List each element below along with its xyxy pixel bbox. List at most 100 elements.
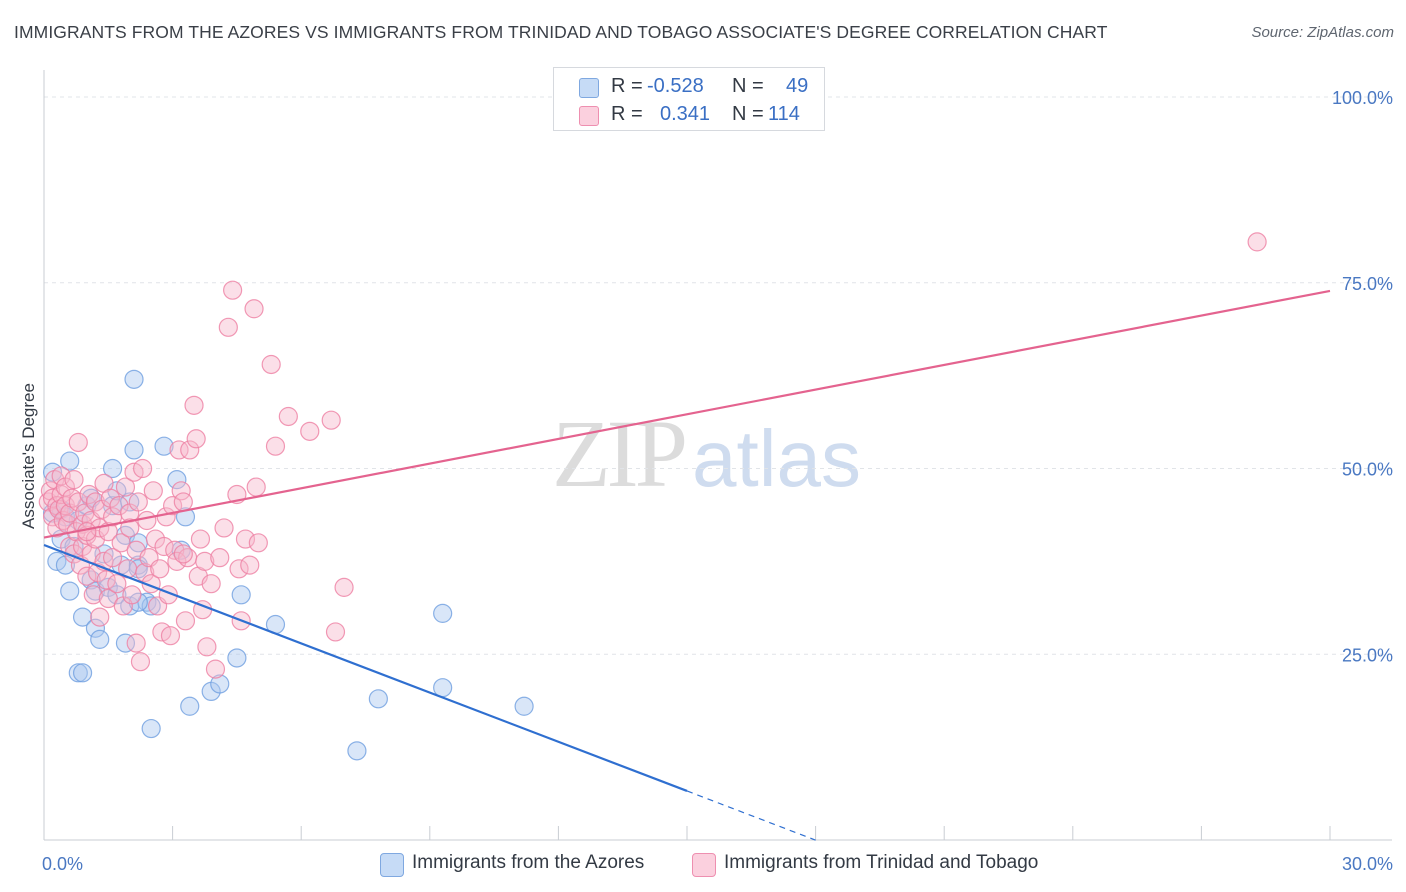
legend-n-value-azores: 49 — [786, 75, 809, 97]
trinidad-point-103 — [265, 436, 286, 456]
trinidad-point-9 — [51, 466, 71, 486]
trinidad-point-106 — [321, 410, 341, 430]
trinidad-point-64 — [143, 481, 163, 501]
azores-trend-line — [43, 544, 688, 792]
azores-point-22 — [102, 458, 123, 479]
azores-point-12 — [72, 607, 93, 627]
data-points — [38, 232, 1267, 761]
azores-point-46 — [210, 674, 230, 694]
tick-labels: 25.0% 50.0% 75.0% 100.0% 0.0% 30.0% — [42, 88, 1393, 874]
trinidad-point-59 — [132, 458, 153, 479]
trinidad-point-61 — [137, 510, 157, 531]
chart-title: IMMIGRANTS FROM THE AZORES VS IMMIGRANTS… — [14, 22, 1108, 42]
trinidad-point-36 — [90, 607, 110, 627]
azores-point-17 — [85, 618, 106, 638]
azores-point-41 — [167, 470, 187, 490]
trinidad-point-79 — [175, 611, 196, 631]
azores-point-54 — [514, 696, 534, 716]
trinidad-point-99 — [244, 299, 264, 319]
trinidad-point-69 — [154, 536, 174, 557]
bottom-legend-label-trinidad: Immigrants from Trinidad and Tobago — [724, 852, 1039, 873]
legend-swatch-trinidad — [579, 106, 599, 126]
trinidad-point-31 — [83, 585, 103, 605]
azores-point-47 — [227, 648, 247, 668]
trinidad-point-40 — [96, 570, 116, 590]
axes — [43, 70, 1392, 841]
legend-n-label: N = — [732, 75, 764, 97]
azores-point-28 — [115, 633, 136, 653]
correlation-legend: R = -0.528 N = 49 R = 0.341 N = 114 — [553, 67, 825, 131]
trinidad-point-110 — [186, 429, 206, 449]
trinidad-point-17 — [64, 470, 84, 490]
trinidad-point-93 — [223, 280, 243, 300]
y-tick-label-2: 75.0% — [1342, 274, 1393, 294]
legend-row-azores: R = -0.528 N = 49 — [554, 73, 824, 101]
trinidad-point-100 — [246, 477, 266, 497]
azores-point-8 — [60, 581, 80, 601]
trinidad-point-27 — [77, 566, 97, 586]
azores-point-13 — [72, 663, 93, 683]
trinidad-point-73 — [163, 496, 183, 516]
legend-r-value-trinidad: 0.341 — [660, 103, 711, 125]
trinidad-point-82 — [184, 395, 204, 415]
trinidad-point-72 — [160, 626, 181, 646]
azores-point-19 — [90, 629, 110, 649]
trinidad-point-111 — [126, 633, 146, 653]
bottom-legend-swatch-azores — [380, 853, 404, 877]
azores-point-40 — [154, 436, 174, 456]
trinidad-point-76 — [169, 440, 189, 460]
trinidad-point-105 — [300, 421, 320, 441]
legend-n-value-trinidad: 114 — [768, 103, 800, 125]
trinidad-point-46 — [107, 574, 127, 594]
trinidad-point-102 — [261, 354, 281, 375]
trinidad-point-107 — [325, 622, 346, 642]
trinidad-point-6 — [47, 518, 67, 538]
trinidad-point-88 — [201, 574, 221, 594]
azores-trend-extension — [686, 790, 816, 841]
azores-point-50 — [368, 689, 388, 709]
trinidad-point-90 — [210, 548, 230, 568]
trinidad-point-101 — [248, 533, 268, 553]
legend-n-label: N = — [732, 103, 764, 125]
trinidad-point-60 — [135, 562, 155, 583]
azores-point-10 — [68, 663, 88, 683]
azores-point-39 — [141, 718, 161, 739]
trinidad-point-78 — [173, 492, 193, 512]
azores-point-48 — [231, 585, 251, 605]
bottom-legend-swatch-trinidad — [692, 853, 716, 877]
y-tick-label-3: 100.0% — [1332, 88, 1393, 108]
trinidad-point-75 — [167, 551, 187, 571]
trinidad-point-58 — [130, 652, 151, 672]
trinidad-point-89 — [205, 659, 226, 679]
trinidad-point-53 — [120, 518, 140, 538]
bottom-legend-label-azores: Immigrants from the Azores — [412, 852, 645, 873]
trinidad-trend-line — [43, 289, 1331, 539]
trinidad-point-57 — [128, 492, 148, 512]
trinidad-point-54 — [122, 585, 142, 605]
x-tick-label-1: 30.0% — [1342, 854, 1393, 874]
trinidad-point-112 — [1247, 232, 1267, 252]
azores-point-7 — [60, 451, 80, 471]
azores-point-35 — [141, 596, 161, 616]
trinidad-point-109 — [173, 544, 193, 564]
azores-point-44 — [180, 696, 200, 716]
trinidad-point-47 — [109, 496, 129, 516]
legend-row-trinidad: R = 0.341 N = 114 — [554, 101, 824, 129]
trinidad-point-20 — [68, 432, 88, 453]
legend-swatch-azores — [579, 78, 599, 98]
trinidad-point-86 — [195, 551, 215, 571]
azores-point-52 — [433, 603, 453, 623]
y-tick-label-0: 25.0% — [1342, 645, 1393, 665]
trinidad-point-98 — [240, 555, 260, 575]
trinidad-point-28 — [79, 484, 99, 505]
trinidad-point-81 — [180, 440, 200, 460]
y-tick-label-1: 50.0% — [1342, 460, 1393, 480]
trinidad-point-91 — [214, 518, 234, 538]
trinidad-point-32 — [85, 492, 106, 512]
trend-lines — [43, 289, 1331, 841]
trinidad-point-108 — [334, 577, 354, 597]
trinidad-point-44 — [102, 548, 123, 568]
trinidad-point-104 — [278, 406, 298, 427]
azores-point-51 — [347, 741, 367, 761]
legend-r-label: R = — [611, 75, 643, 97]
